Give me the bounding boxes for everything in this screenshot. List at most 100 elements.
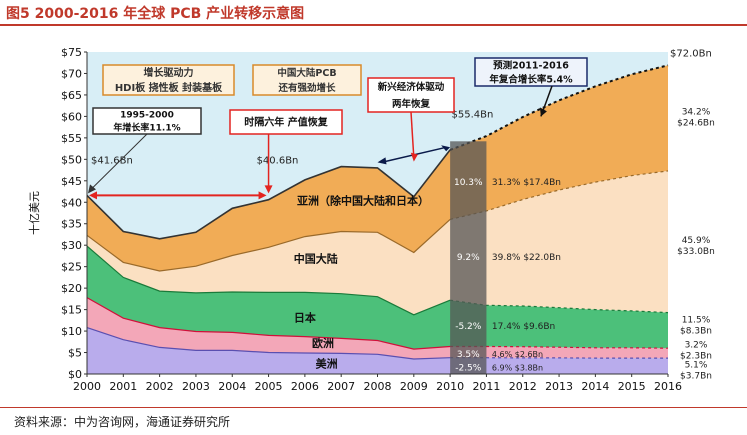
y-tick-label: $10 — [61, 325, 82, 338]
series-label-china: 中国大陆 — [294, 251, 338, 265]
emerging-annotation-text-2: 两年恢复 — [392, 98, 431, 110]
growth-pointer — [88, 133, 148, 192]
china-growth-annotation-box — [252, 64, 362, 96]
driver-annotation-text-2: HDI板 挠性板 封装基板 — [115, 81, 223, 94]
share-2011-china: 39.8% $22.0Bn — [492, 253, 561, 263]
forecast-annotation-box — [474, 57, 588, 87]
share-2016-asia-value: $24.6Bn — [677, 118, 715, 128]
x-tick-label: 2011 — [472, 380, 500, 393]
x-tick-label: 2014 — [581, 380, 609, 393]
y-tick-label: $20 — [61, 282, 82, 295]
share-2011-europe: 4.6% $2.6Bn — [492, 350, 543, 359]
recovery-arrow-head-right — [258, 191, 267, 200]
emerging-pointer-head — [410, 152, 418, 162]
forecast-annotation-text-1: 预测2011-2016 — [493, 59, 569, 71]
recovery-annotation-box — [229, 109, 343, 135]
x-tick-label: 2007 — [327, 380, 355, 393]
series-label-japan: 日本 — [294, 311, 316, 325]
recovery-pointer-head — [264, 185, 273, 194]
growth-1995-annotation-box — [92, 107, 202, 135]
total-2000: $41.6Bn — [91, 156, 133, 167]
share-2011-japan: 17.4% $9.6Bn — [492, 322, 555, 332]
series-label-europe: 欧洲 — [312, 336, 334, 350]
x-tick-label: 2002 — [146, 380, 174, 393]
y-tick-label: $70 — [61, 67, 82, 80]
y-tick-label: $75 — [61, 46, 82, 59]
new-economy-arrow-head-right — [441, 145, 451, 152]
share-2016-japan-pct: 11.5% — [682, 315, 711, 325]
line-japan — [86, 245, 451, 316]
y-tick-label: $60 — [61, 110, 82, 123]
y-tick-label: $0 — [68, 368, 82, 381]
total-2011: $55.4Bn — [452, 110, 494, 121]
y-tick-label: $65 — [61, 89, 82, 102]
total-2005: $40.6Bn — [257, 156, 299, 167]
forecast-pointer-head — [539, 107, 547, 117]
line-asia — [86, 149, 451, 240]
x-tick-label: 2006 — [291, 380, 319, 393]
area-europe — [87, 297, 668, 359]
emerging-annotation-box — [367, 77, 455, 113]
growth-1995-annotation-text-1: 1995-2000 — [120, 111, 174, 121]
series-label-us: 美洲 — [316, 357, 338, 371]
china-growth-annotation-text-2: 还有强劲增长 — [277, 82, 336, 94]
x-tick-label: 2008 — [364, 380, 392, 393]
growth-pointer-head — [88, 184, 96, 194]
share-2016-china-pct: 45.9% — [682, 236, 711, 246]
share-2016-us-pct: 5.1% — [685, 361, 708, 371]
x-tick-label: 2009 — [400, 380, 428, 393]
line-china — [86, 218, 451, 272]
y-tick-label: $40 — [61, 196, 82, 209]
forecast-line-asia — [449, 64, 669, 151]
y-tick-label: $35 — [61, 218, 82, 231]
emerging-pointer — [410, 111, 415, 158]
x-tick-label: 2015 — [618, 380, 646, 393]
share-2016-us-value: $3.7Bn — [680, 372, 712, 382]
recovery-arrow-head-left — [89, 191, 97, 200]
series-label-asia: 亚洲（除中国大陆和日本） — [297, 193, 429, 207]
y-tick-label: $30 — [61, 239, 82, 252]
share-2016-japan-value: $8.3Bn — [680, 326, 712, 336]
x-tick-label: 2016 — [654, 380, 682, 393]
x-tick-label: 2005 — [255, 380, 283, 393]
x-tick-label: 2013 — [545, 380, 573, 393]
x-tick-label: 2010 — [436, 380, 464, 393]
emerging-annotation-text-1: 新兴经济体驱动 — [378, 81, 445, 93]
area-us — [87, 327, 668, 374]
area-china — [87, 170, 668, 315]
y-tick-label: $5 — [68, 347, 82, 360]
driver-annotation-text-1: 增长驱动力 — [144, 66, 194, 79]
figure-title: 图5 2000-2016 年全球 PCB 产业转移示意图 — [6, 6, 305, 22]
share-2016-asia-pct: 34.2% — [682, 107, 711, 117]
y-tick-label: $50 — [61, 153, 82, 166]
share-2011-asia: 31.3% $17.4Bn — [492, 178, 561, 188]
share-2016-china-value: $33.0Bn — [677, 247, 715, 257]
title-rule — [0, 24, 747, 26]
chart: $0 $5 $10 $15 $20 $25 $30 $35 $40 $45 $50 $55 $60 $65… — [27, 46, 715, 393]
new-economy-arrow-head-left — [377, 157, 387, 165]
y-tick-label: $45 — [61, 175, 82, 188]
recovery-annotation-text-1: 时隔六年 产值恢复 — [244, 116, 328, 129]
transition-band — [450, 141, 487, 374]
x-tick-label: 2012 — [509, 380, 537, 393]
share-2010-china: 9.2% — [457, 253, 480, 263]
line-europe — [86, 297, 451, 350]
share-2010-asia: 10.3% — [454, 178, 483, 188]
x-tick-label: 2001 — [109, 380, 137, 393]
y-tick-label: $15 — [61, 304, 82, 317]
share-2010-japan: -5.2% — [455, 322, 482, 332]
y-tick-label: $25 — [61, 261, 82, 274]
y-tick-label: $55 — [61, 132, 82, 145]
share-2010-us: -2.5% — [455, 364, 482, 374]
china-growth-annotation-text-1: 中国大陆PCB — [277, 67, 336, 79]
y-axis-label: 十亿美元 — [27, 191, 41, 235]
line-us — [86, 327, 451, 360]
area-japan — [87, 246, 668, 350]
driver-annotation-box — [102, 64, 235, 96]
source-note: 资料来源：中为咨询网，海通证券研究所 — [14, 415, 231, 429]
forecast-annotation-text-2: 年复合增长率5.4% — [489, 73, 573, 85]
share-2011-us: 6.9% $3.8Bn — [492, 364, 543, 373]
x-tick-label: 2000 — [73, 380, 101, 393]
source-rule — [0, 407, 747, 408]
